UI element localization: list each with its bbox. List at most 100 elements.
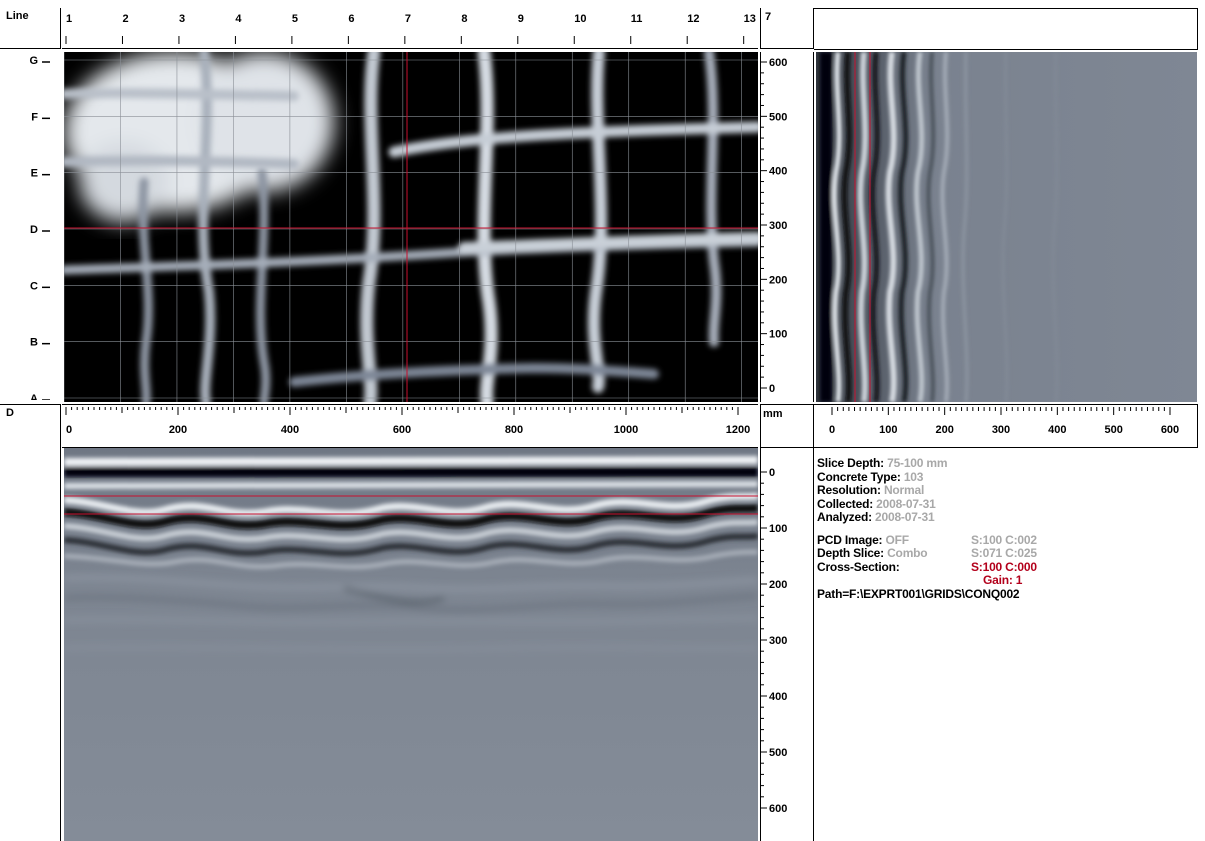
side-depth-ruler[interactable]: 0 100 200 300 400 500 600 [814, 404, 1198, 448]
line-number-2: 2 [122, 13, 128, 25]
path-row: Path=F:\EXPRT001\GRIDS\CONQ002 [817, 586, 1197, 602]
depth-slice-row: Depth Slice: Combo S:071 C:025 [817, 546, 1197, 561]
depth-label-300: 300 [769, 635, 787, 647]
line-number-9: 9 [518, 13, 524, 25]
mm-label-cell: mm [760, 404, 814, 448]
slice-depth-label: Slice Depth: [817, 456, 884, 470]
depth-label-100: 100 [769, 523, 787, 535]
depth-label-400: 400 [769, 166, 787, 178]
analyzed-label: Analyzed: [817, 510, 872, 524]
depth-scale-top: 600 500 400 300 200 100 0 [760, 52, 814, 402]
row-label-A: A [30, 393, 38, 400]
side-label-600: 600 [1161, 424, 1179, 436]
selected-line-cell: 7 [760, 8, 814, 49]
x-label-1000: 1000 [614, 424, 638, 436]
resolution-value: Normal [883, 483, 925, 497]
x-label-1200: 1200 [726, 424, 750, 436]
depth-slice-label: Depth Slice: [817, 546, 884, 560]
depth-slice-value: Combo [887, 546, 928, 560]
slice-depth-value: 75-100 mm [887, 456, 948, 470]
line-number-8: 8 [461, 13, 467, 25]
plan-grid [64, 52, 758, 402]
depth-label-0: 0 [769, 383, 775, 395]
side-cross-section-image [816, 52, 1197, 402]
x-label-0: 0 [66, 424, 72, 436]
mm-label: mm [763, 408, 783, 420]
line-number-1: 1 [66, 13, 72, 25]
pcd-value: OFF [885, 532, 910, 547]
resolution-row: Resolution: Normal [817, 483, 1197, 498]
depth-slice-sc: S:071 C:025 [971, 546, 1037, 560]
slice-depth-row: Slice Depth: 75-100 mm [817, 456, 1197, 471]
pcd-label: PCD Image: [817, 532, 883, 547]
gain-row: Gain: 1 [817, 573, 1197, 588]
bottom-left-margin [0, 446, 61, 841]
row-labels: G F E D C B A [0, 48, 60, 400]
cross-section-view[interactable] [64, 448, 758, 841]
depth-label-100: 100 [769, 329, 787, 341]
row-label-B: B [30, 337, 38, 349]
cross-section-label: Cross-Section: [817, 559, 900, 574]
cross-section-sc: S:100 C:000 [971, 559, 1037, 574]
concrete-type-row: Concrete Type: 103 [817, 469, 1197, 485]
line-number-11: 11 [631, 13, 643, 25]
cross-section-image [64, 448, 758, 841]
cross-section-row: Cross-Section: S:100 C:000 [817, 559, 1197, 575]
depth-slice-image [64, 52, 758, 402]
depth-label-500: 500 [769, 747, 787, 759]
line-number-10: 10 [574, 13, 586, 25]
pcd-row: PCD Image: OFF S:100 C:002 [817, 532, 1197, 548]
depth-label-600: 600 [769, 57, 787, 69]
analyzed-value: 2008-07-31 [875, 510, 935, 524]
side-label-0: 0 [829, 424, 835, 436]
row-label-C: C [30, 280, 38, 292]
x-label-600: 600 [393, 424, 411, 436]
x-label-400: 400 [281, 424, 299, 436]
row-label-F: F [31, 111, 38, 123]
side-label-100: 100 [879, 424, 897, 436]
depth-label-300: 300 [769, 220, 787, 232]
side-label-200: 200 [935, 424, 953, 436]
side-label-500: 500 [1104, 424, 1122, 436]
gain-value: Gain: 1 [983, 573, 1023, 587]
depth-scale-bottom: 0 100 200 300 400 500 600 [760, 446, 814, 841]
pcd-sc: S:100 C:002 [971, 532, 1037, 547]
side-reflections [820, 52, 1058, 402]
line-header-cell: Line [0, 8, 61, 49]
bscan-diffractions [64, 575, 758, 651]
info-panel: Slice Depth: 75-100 mm Concrete Type: 10… [817, 456, 1197, 602]
side-label-400: 400 [1048, 424, 1066, 436]
analyzed-row: Analyzed: 2008-07-31 [817, 510, 1197, 525]
line-number-4: 4 [235, 13, 242, 25]
depth-label-0: 0 [769, 467, 775, 479]
depth-label-200: 200 [769, 579, 787, 591]
line-number-6: 6 [348, 13, 354, 25]
row-label-E: E [31, 168, 38, 180]
side-cross-section-view[interactable] [816, 52, 1197, 402]
collected-value: 2008-07-31 [876, 496, 936, 511]
side-label-300: 300 [992, 424, 1010, 436]
line-number-3: 3 [179, 13, 185, 25]
horizontal-rebars [64, 88, 758, 387]
d-label: D [6, 407, 14, 419]
collected-row: Collected: 2008-07-31 [817, 496, 1197, 512]
line-number-13: 13 [744, 13, 756, 25]
row-label-D: D [30, 224, 38, 236]
d-label-cell: D [0, 404, 61, 447]
line-label: Line [6, 10, 29, 22]
x-label-800: 800 [505, 424, 523, 436]
path-value: Path=F:\EXPRT001\GRIDS\CONQ002 [817, 586, 1020, 601]
x-label-200: 200 [169, 424, 187, 436]
resolution-label: Resolution: [817, 483, 881, 497]
bscan-reflections [64, 456, 758, 570]
side-header-cell [814, 8, 1198, 50]
selected-line-number: 7 [765, 11, 772, 23]
depth-label-500: 500 [769, 111, 787, 123]
x-distance-ruler[interactable]: 0 200 400 600 800 1000 1200 [62, 404, 758, 448]
depth-slice-view[interactable] [64, 52, 758, 402]
line-ruler[interactable]: 1 2 3 4 5 6 7 8 9 10 11 12 13 [62, 8, 758, 49]
concrete-type-value: 103 [903, 469, 924, 484]
depth-label-400: 400 [769, 691, 787, 703]
depth-label-200: 200 [769, 274, 787, 286]
line-number-12: 12 [687, 13, 699, 25]
